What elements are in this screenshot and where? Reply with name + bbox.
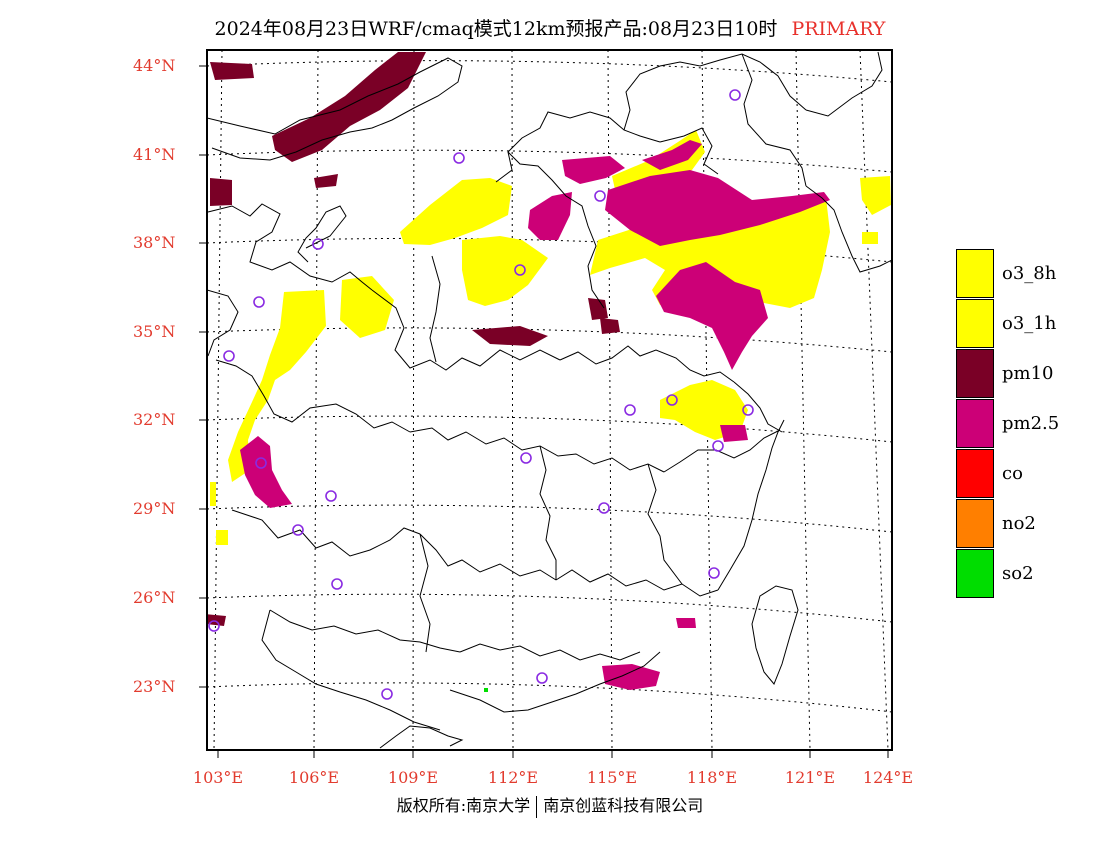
- lon-label-103: 103°E: [192, 768, 244, 787]
- legend-label-o3-8h: o3_8h: [1002, 263, 1057, 284]
- map-frame: [206, 49, 893, 751]
- lat-label-38: 38°N: [133, 233, 176, 252]
- lon-label-124: 124°E: [862, 768, 914, 787]
- legend-label-pm25: pm2.5: [1002, 413, 1060, 434]
- lon-label-121: 121°E: [784, 768, 836, 787]
- lon-label-115: 115°E: [586, 768, 638, 787]
- map-title: 2024年08月23日WRF/cmaq模式12km预报产品:08月23日10时 P…: [0, 14, 1100, 41]
- pm10-regions: [207, 52, 620, 626]
- copyright-separator: [536, 795, 538, 818]
- lat-label-44: 44°N: [133, 56, 176, 75]
- legend-label-pm10: pm10: [1002, 363, 1054, 384]
- legend-swatch-no2: [956, 499, 994, 548]
- station-markers: [208, 89, 754, 700]
- legend-swatch-so2: [956, 549, 994, 598]
- lon-label-106: 106°E: [288, 768, 340, 787]
- lat-label-23: 23°N: [133, 677, 176, 696]
- lat-label-35: 35°N: [133, 322, 176, 341]
- title-tag: PRIMARY: [791, 18, 886, 40]
- lon-label-118: 118°E: [686, 768, 738, 787]
- legend-label-co: co: [1002, 463, 1023, 484]
- title-main: 2024年08月23日WRF/cmaq模式12km预报产品:08月23日10时: [214, 18, 778, 40]
- lon-label-112: 112°E: [487, 768, 539, 787]
- legend-swatch-pm10: [956, 349, 994, 398]
- copyright: 版权所有:南京大学 南京创蓝科技有限公司: [0, 792, 1100, 818]
- lat-label-26: 26°N: [133, 588, 176, 607]
- legend-label-so2: so2: [1002, 563, 1034, 584]
- lat-label-29: 29°N: [133, 499, 176, 518]
- copyright-left: 版权所有:南京大学: [396, 796, 531, 815]
- legend-label-no2: no2: [1002, 513, 1036, 534]
- legend-swatch-o3-1h: [956, 299, 994, 348]
- legend-swatch-pm25: [956, 399, 994, 448]
- pm25-regions: [240, 140, 830, 690]
- copyright-right: 南京创蓝科技有限公司: [543, 796, 704, 815]
- lon-label-109: 109°E: [387, 768, 439, 787]
- lat-label-41: 41°N: [133, 145, 176, 164]
- so2-point: [484, 688, 488, 692]
- legend-label-o3-1h: o3_1h: [1002, 313, 1057, 334]
- graticule: [207, 50, 892, 750]
- legend-swatch-o3-8h: [956, 249, 994, 298]
- axis-ticks: [199, 65, 889, 758]
- province-boundaries: [207, 51, 892, 749]
- legend-swatch-co: [956, 449, 994, 498]
- o3-regions: [210, 130, 891, 545]
- lat-label-32: 32°N: [133, 410, 176, 429]
